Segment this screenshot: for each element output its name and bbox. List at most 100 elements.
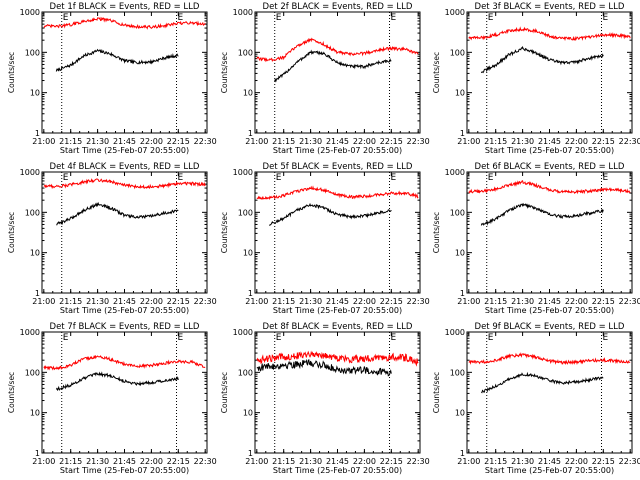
x-tick-label: 22:30	[194, 137, 217, 146]
x-tick-label: 22:00	[353, 297, 376, 306]
x-tick-label: 21:15	[272, 137, 295, 146]
lld-series-line	[256, 185, 419, 200]
y-tick-label: 1000	[233, 168, 253, 177]
plot-frame	[254, 331, 421, 454]
x-tick-label: 22:00	[353, 457, 376, 466]
y-tick-label: 1	[248, 449, 253, 458]
panel-title: Det 5f BLACK = Events, RED = LLD	[263, 162, 413, 172]
y-tick-label: 10	[455, 89, 465, 98]
plot-frame	[466, 11, 633, 134]
x-tick-label: 22:00	[353, 137, 376, 146]
y-tick-label: 10	[455, 409, 465, 418]
x-tick-label: 21:45	[326, 137, 349, 146]
x-tick-label: 21:15	[59, 457, 82, 466]
eclipse-marker: E	[63, 173, 69, 183]
x-tick-label: 22:30	[619, 137, 640, 146]
events-series-line	[480, 45, 604, 74]
x-tick-label: 21:45	[538, 457, 561, 466]
y-axis-label: Counts/sec	[220, 52, 229, 93]
plot-frame	[41, 331, 208, 454]
x-tick-label: 21:00	[245, 137, 268, 146]
x-tick-label: 22:15	[380, 297, 403, 306]
y-axis-label: Counts/sec	[432, 372, 441, 413]
eclipse-marker: E	[276, 173, 282, 183]
x-tick-label: 22:30	[407, 457, 430, 466]
y-tick-label: 100	[25, 48, 40, 57]
x-tick-label: 21:45	[113, 457, 136, 466]
eclipse-marker: E	[178, 173, 184, 183]
x-tick-label: 22:00	[140, 457, 163, 466]
x-tick-label: 22:00	[565, 297, 588, 306]
x-tick-label: 21:15	[272, 457, 295, 466]
y-tick-label: 1000	[445, 168, 465, 177]
y-tick-label: 1	[248, 289, 253, 298]
eclipse-marker: E	[603, 333, 609, 343]
x-tick-label: 21:30	[299, 457, 322, 466]
panel-title: Det 4f BLACK = Events, RED = LLD	[50, 162, 200, 172]
eclipse-marker: E	[391, 13, 397, 23]
lld-series-line	[43, 355, 206, 371]
x-tick-label: 21:45	[113, 297, 136, 306]
x-tick-label: 21:45	[538, 297, 561, 306]
y-tick-label: 10	[243, 249, 253, 258]
eclipse-marker: E	[488, 13, 494, 23]
eclipse-marker: E	[63, 333, 69, 343]
y-tick-label: 100	[238, 208, 253, 217]
eclipse-marker: E	[276, 333, 282, 343]
y-tick-label: 1000	[20, 168, 40, 177]
y-axis-label: Counts/sec	[7, 52, 16, 93]
y-tick-label: 1000	[20, 8, 40, 17]
panel-title: Det 3f BLACK = Events, RED = LLD	[475, 2, 625, 12]
x-axis-label: Start Time (25-Feb-07 20:55:00)	[60, 466, 189, 475]
y-tick-label: 10	[455, 249, 465, 258]
x-tick-label: 21:30	[299, 137, 322, 146]
panel-title: Det 7f BLACK = Events, RED = LLD	[50, 322, 200, 332]
x-tick-label: 22:15	[167, 457, 190, 466]
x-tick-label: 21:00	[32, 297, 55, 306]
x-tick-label: 21:15	[272, 297, 295, 306]
lld-series-line	[43, 16, 206, 30]
x-tick-label: 22:30	[194, 457, 217, 466]
y-tick-label: 10	[243, 89, 253, 98]
x-tick-label: 21:00	[245, 457, 268, 466]
y-tick-label: 1000	[233, 8, 253, 17]
lld-series-line	[468, 180, 631, 195]
y-tick-label: 100	[25, 368, 40, 377]
x-tick-label: 21:00	[457, 137, 480, 146]
eclipse-marker: E	[603, 173, 609, 183]
y-tick-label: 1	[460, 449, 465, 458]
panel-title: Det 9f BLACK = Events, RED = LLD	[475, 322, 625, 332]
events-series-line	[55, 48, 179, 72]
y-tick-label: 1	[35, 289, 40, 298]
plot-frame	[466, 331, 633, 454]
x-tick-label: 22:00	[565, 457, 588, 466]
x-tick-label: 22:00	[140, 137, 163, 146]
y-axis-label: Counts/sec	[7, 372, 16, 413]
x-axis-label: Start Time (25-Feb-07 20:55:00)	[60, 306, 189, 315]
x-tick-label: 21:15	[59, 297, 82, 306]
x-tick-label: 22:00	[140, 297, 163, 306]
x-tick-label: 21:45	[538, 137, 561, 146]
y-tick-label: 1000	[20, 328, 40, 337]
x-tick-label: 21:15	[484, 137, 507, 146]
x-tick-label: 22:15	[592, 137, 615, 146]
events-series-line	[256, 358, 392, 377]
x-tick-label: 21:00	[32, 457, 55, 466]
eclipse-marker: E	[488, 173, 494, 183]
events-series-line	[56, 201, 179, 226]
x-axis-label: Start Time (25-Feb-07 20:55:00)	[273, 306, 402, 315]
y-tick-label: 100	[238, 48, 253, 57]
y-tick-label: 10	[30, 409, 40, 418]
eclipse-marker: E	[63, 13, 69, 23]
x-tick-label: 21:15	[484, 297, 507, 306]
eclipse-marker: E	[603, 13, 609, 23]
x-tick-label: 21:30	[511, 457, 534, 466]
x-tick-label: 21:30	[511, 297, 534, 306]
plot-frame	[254, 11, 421, 134]
